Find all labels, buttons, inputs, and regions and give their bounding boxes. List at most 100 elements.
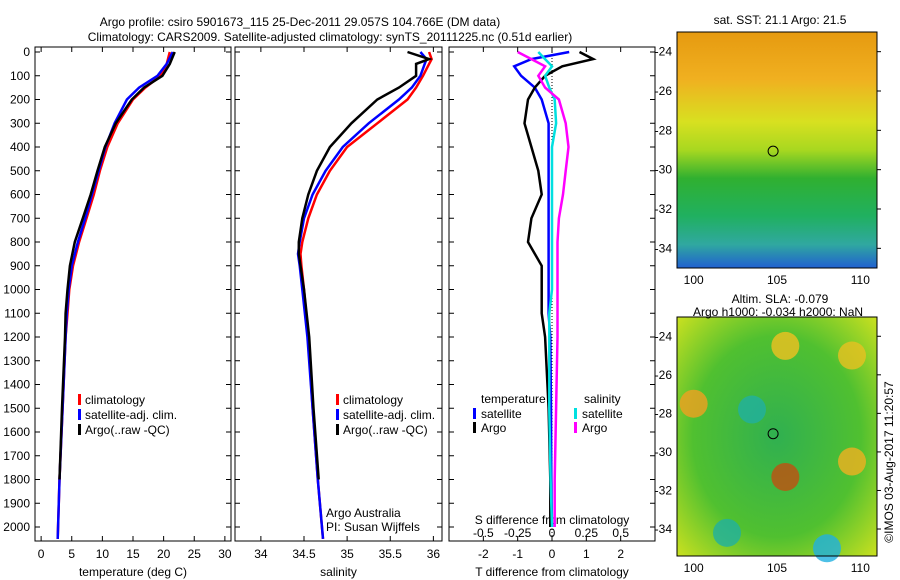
y-tick-label: 1400 [3,378,30,392]
annotation-text: PI: Susan Wijffels [326,520,420,534]
y-tick-label: 1000 [3,283,30,297]
annotation-text: Argo Australia [326,506,401,520]
y-tick-label: 500 [10,164,30,178]
map-x-tick-label: 100 [684,273,704,287]
sla-map-title: Altim. SLA: -0.079 [732,292,829,306]
y-tick-label: 300 [10,116,30,130]
map-anomaly [679,389,708,418]
y-tick-label: 1600 [3,425,30,439]
x-tick-label: 15 [126,547,140,561]
s-tick-label: 0.25 [575,526,599,540]
figure-subtitle: Climatology: CARS2009. Satellite-adjuste… [88,30,572,44]
legend-swatch [78,424,81,435]
legend-title: temperature [481,392,546,406]
y-tick-label: 700 [10,211,30,225]
x-axis-label: salinity [320,565,357,579]
legend-swatch [473,422,476,433]
y-tick-label: 2000 [3,520,30,534]
x-tick-label: 1 [583,547,590,561]
y-tick-label: 1200 [3,330,30,344]
y-tick-label: 1800 [3,473,30,487]
legend-title: salinity [584,392,621,406]
legend-swatch [336,394,339,405]
map-y-tick-label: -30 [655,163,673,177]
legend-label: Argo [582,421,608,435]
legend-label: climatology [343,393,403,407]
legend-swatch [574,422,577,433]
legend-swatch [78,394,81,405]
map-x-tick-label: 100 [684,561,704,575]
y-tick-label: 1700 [3,449,30,463]
series-line-argo-raw-qc- [58,51,176,480]
x-tick-label: 35.5 [379,547,403,561]
y-tick-label: 0 [23,45,30,59]
figure-title: Argo profile: csiro 5901673_115 25-Dec-2… [100,15,500,29]
map-anomaly [838,341,866,370]
map-y-tick-label: -34 [655,522,673,536]
x-axis-label: T difference from climatology [475,565,629,579]
x-tick-label: 25 [188,547,202,561]
legend-label: Argo(..raw -QC) [85,423,170,437]
map-anomaly [738,395,766,424]
x-tick-label: 35 [340,547,354,561]
y-tick-label: 200 [10,93,30,107]
legend-swatch [574,408,577,419]
y-tick-label: 400 [10,140,30,154]
s-tick-label: -0.5 [473,526,494,540]
legend-label: satellite [582,407,623,421]
x-axis-label: temperature (deg C) [79,565,187,579]
x-tick-label: 5 [68,547,75,561]
legend-swatch [336,424,339,435]
map-y-tick-label: -26 [655,84,673,98]
series-line-salinity-satellite [537,51,558,528]
x-tick-label: 0 [38,547,45,561]
s-tick-label: 0.5 [612,526,629,540]
y-tick-label: 800 [10,235,30,249]
sla-map-subtitle: Argo h1000: -0.034 h2000: NaN [693,305,863,319]
map-y-tick-label: -28 [655,123,673,137]
map-frame [676,316,878,557]
y-tick-label: 1100 [4,306,30,320]
s-tick-label: -0.25 [504,526,532,540]
map-anomaly [838,447,866,476]
map-anomaly [771,462,800,491]
y-tick-label: 1300 [3,354,30,368]
series-line-satellite-adj-clim- [296,51,428,540]
panel-0-frame [34,46,232,542]
credit-text: ©IMOS 03-Aug-2017 11:20:57 [882,381,896,543]
y-tick-label: 900 [10,259,30,273]
legend-label: satellite-adj. clim. [343,408,435,422]
map-y-tick-label: -24 [655,329,673,343]
map-x-tick-label: 105 [767,561,787,575]
map-y-tick-label: -32 [655,202,673,216]
panel-1-frame [234,46,443,542]
legend-label: satellite [481,407,522,421]
x-tick-label: 34.5 [292,547,316,561]
series-line-salinity-argo [517,50,570,527]
legend-swatch [336,409,339,420]
legend-label: Argo [481,421,507,435]
map-y-tick-label: -34 [655,241,673,255]
y-tick-label: 1900 [3,496,30,510]
x-tick-label: 36 [427,547,441,561]
map-y-tick-label: -26 [655,368,673,382]
map-y-tick-label: -32 [655,483,673,497]
map-y-tick-label: -24 [655,45,673,59]
map-anomaly [813,534,841,563]
x-tick-label: 10 [96,547,110,561]
legend-label: satellite-adj. clim. [85,408,177,422]
x-tick-label: -2 [478,547,489,561]
legend-swatch [473,408,476,419]
x-tick-label: 34 [254,547,268,561]
map-y-tick-label: -28 [655,406,673,420]
map-sst [676,31,878,269]
legend-label: Argo(..raw -QC) [343,423,428,437]
x-tick-label: -1 [512,547,523,561]
map-x-tick-label: 105 [767,273,787,287]
argo-location-marker [767,145,779,157]
map-anomaly [771,331,800,360]
x-tick-label: 20 [157,547,171,561]
s-tick-label: 0 [549,526,556,540]
